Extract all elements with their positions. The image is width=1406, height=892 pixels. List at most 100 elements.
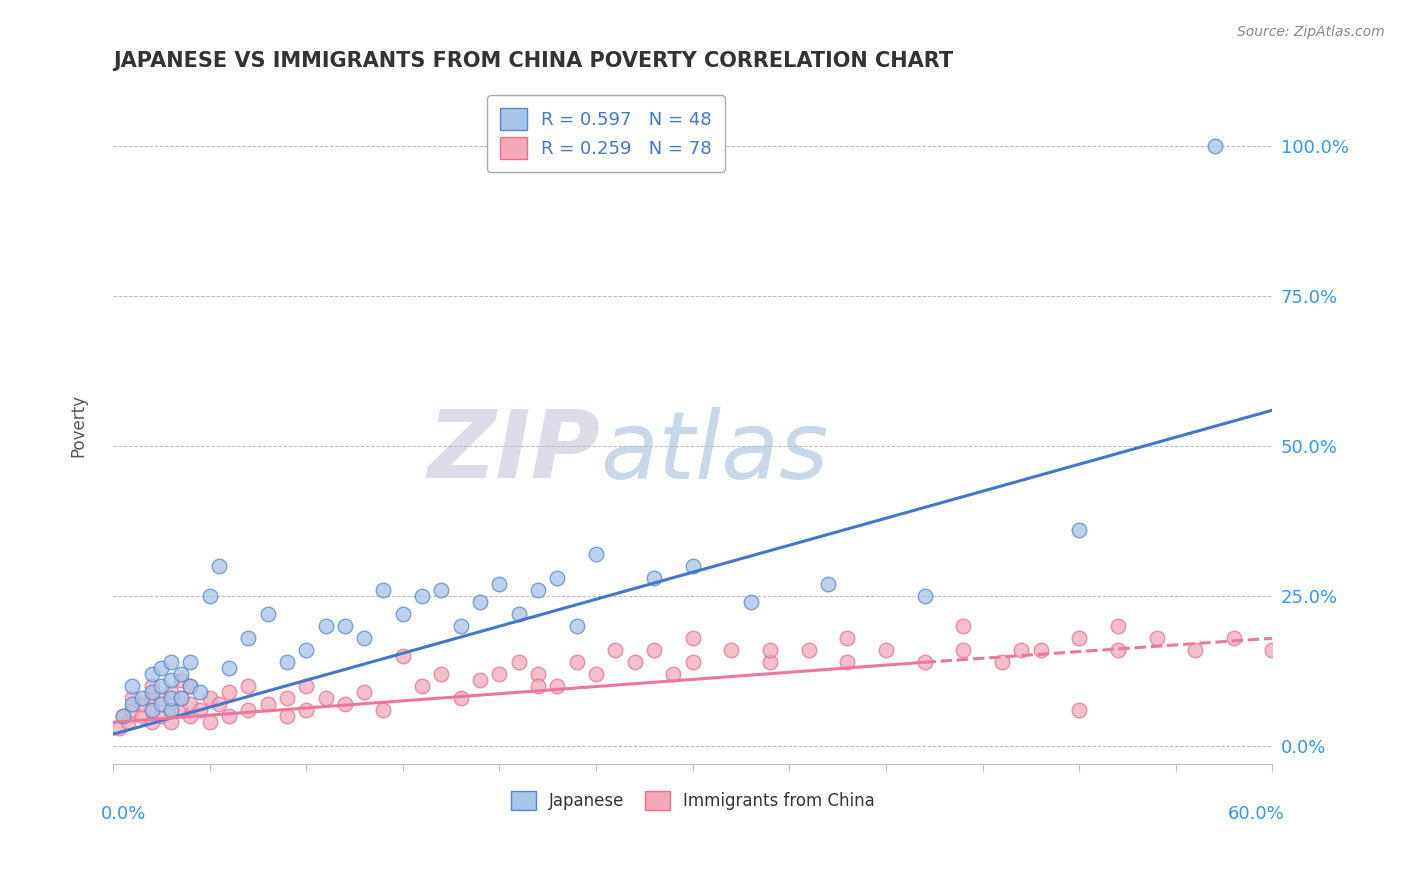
Point (373, 703, 395, 717)
Text: 0.0%: 0.0% (101, 805, 146, 823)
Point (605, 643, 627, 657)
Point (150, 661, 173, 675)
Point (295, 679, 318, 693)
Point (585, 547, 607, 561)
Point (391, 649, 413, 664)
Point (238, 679, 260, 693)
Point (107, 721, 129, 735)
Point (169, 673, 191, 688)
Point (160, 655, 183, 669)
Point (256, 607, 278, 622)
Point (837, 655, 859, 669)
Point (353, 632, 375, 646)
Point (315, 691, 337, 706)
Point (131, 691, 153, 706)
Point (141, 685, 163, 699)
Point (276, 691, 298, 706)
Point (179, 679, 201, 693)
Point (131, 709, 153, 723)
Point (1261, 643, 1284, 657)
Point (837, 632, 859, 646)
Point (391, 607, 413, 622)
Point (720, 643, 742, 657)
Point (952, 619, 974, 633)
Point (160, 715, 183, 730)
Point (952, 643, 974, 657)
Point (169, 691, 191, 706)
Point (160, 703, 183, 717)
Point (1184, 643, 1206, 657)
Point (218, 709, 240, 723)
Point (914, 655, 936, 669)
Point (121, 698, 143, 712)
Point (508, 607, 530, 622)
Text: Source: ZipAtlas.com: Source: ZipAtlas.com (1237, 25, 1385, 39)
Point (411, 589, 433, 603)
Point (169, 667, 191, 681)
Point (527, 583, 550, 598)
Point (488, 577, 510, 591)
Point (565, 655, 588, 669)
Point (121, 703, 143, 717)
Point (238, 703, 260, 717)
Point (333, 698, 356, 712)
Point (208, 698, 231, 712)
Point (141, 691, 163, 706)
Point (198, 691, 221, 706)
Point (121, 691, 143, 706)
Point (111, 709, 134, 723)
Point (1107, 619, 1129, 633)
Point (623, 655, 645, 669)
Point (117, 715, 139, 730)
Point (450, 691, 472, 706)
Point (276, 709, 298, 723)
Text: Poverty: Poverty (69, 393, 87, 457)
Point (430, 667, 453, 681)
Point (875, 643, 897, 657)
Point (643, 643, 665, 657)
Point (141, 679, 163, 693)
Point (740, 595, 762, 609)
Point (1069, 703, 1091, 717)
Point (169, 703, 191, 717)
Point (179, 679, 201, 693)
Point (295, 643, 318, 657)
Point (276, 655, 298, 669)
Point (546, 679, 568, 693)
Point (256, 698, 278, 712)
Point (150, 691, 173, 706)
Point (160, 703, 183, 717)
Point (585, 667, 607, 681)
Point (991, 655, 1014, 669)
Point (141, 703, 163, 717)
Point (179, 655, 201, 669)
Point (682, 655, 704, 669)
Point (430, 583, 453, 598)
Point (141, 715, 163, 730)
Point (1069, 632, 1091, 646)
Point (111, 709, 134, 723)
Point (565, 619, 588, 633)
Point (643, 571, 665, 585)
Point (546, 571, 568, 585)
Point (914, 589, 936, 603)
Text: ZIP: ZIP (427, 407, 600, 499)
Point (218, 661, 240, 675)
Point (1010, 643, 1032, 657)
Point (1107, 643, 1129, 657)
Point (295, 703, 318, 717)
Point (218, 685, 240, 699)
Point (817, 577, 839, 591)
Text: JAPANESE VS IMMIGRANTS FROM CHINA POVERTY CORRELATION CHART: JAPANESE VS IMMIGRANTS FROM CHINA POVERT… (112, 51, 953, 70)
Point (121, 679, 143, 693)
Point (797, 643, 820, 657)
Point (1223, 632, 1246, 646)
Point (1069, 523, 1091, 537)
Point (315, 619, 337, 633)
Text: atlas: atlas (600, 407, 828, 498)
Point (188, 703, 211, 717)
Point (333, 619, 356, 633)
Point (198, 589, 221, 603)
Point (353, 685, 375, 699)
Point (1146, 632, 1168, 646)
